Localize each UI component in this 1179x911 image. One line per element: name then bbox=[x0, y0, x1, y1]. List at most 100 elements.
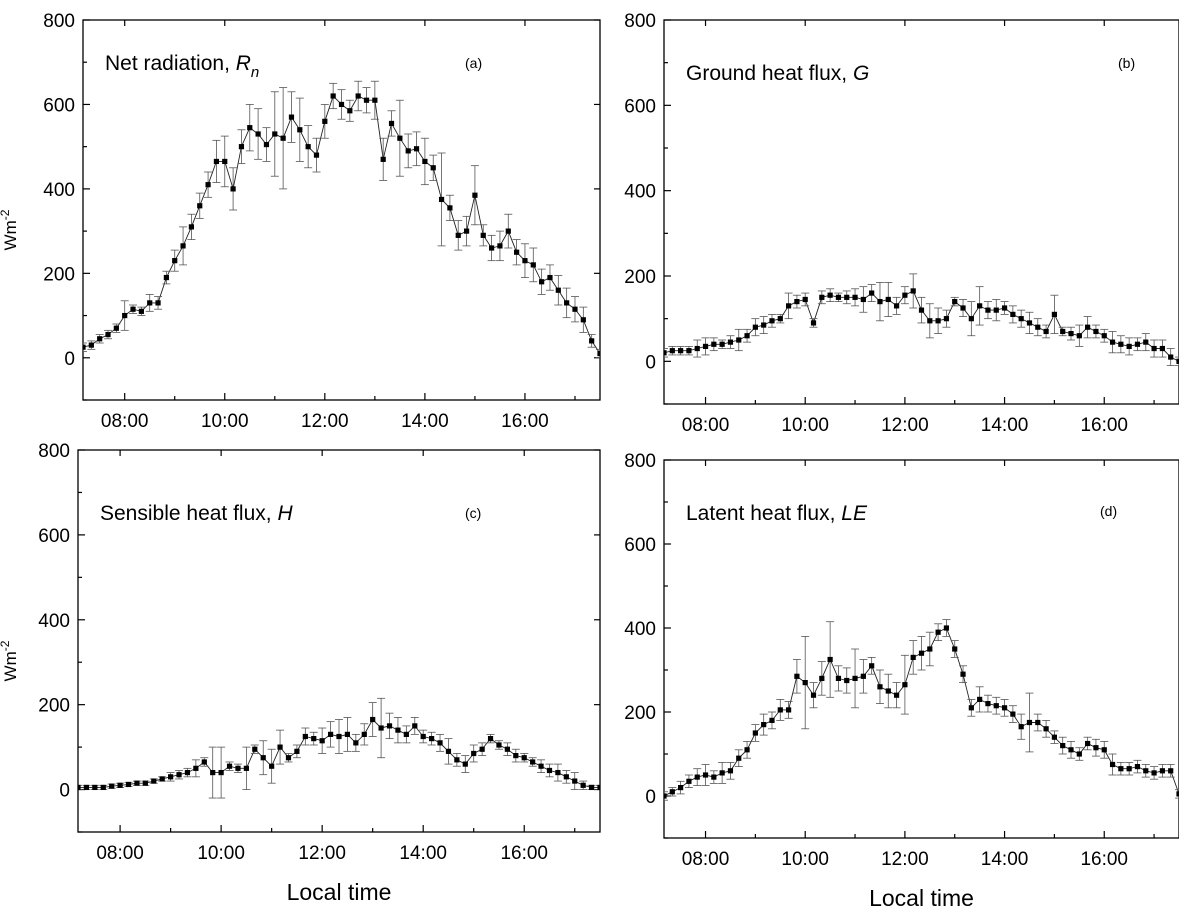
data-point bbox=[313, 152, 320, 158]
data-point bbox=[188, 224, 195, 230]
data-point bbox=[785, 303, 792, 309]
data-point bbox=[902, 682, 908, 688]
data-point bbox=[105, 331, 111, 338]
data-point bbox=[238, 144, 245, 150]
data-point bbox=[168, 774, 174, 780]
plot-area bbox=[664, 619, 1179, 801]
data-point bbox=[572, 306, 578, 312]
panel-title-text: Net radiation, bbox=[105, 52, 236, 75]
data-point bbox=[580, 782, 586, 788]
data-point bbox=[480, 232, 486, 238]
data-point bbox=[1010, 311, 1016, 317]
y-tick-label: 200 bbox=[38, 696, 70, 717]
y-tick-label: 0 bbox=[64, 349, 75, 370]
data-point bbox=[1126, 343, 1132, 349]
data-point bbox=[1176, 358, 1179, 364]
data-point bbox=[835, 294, 842, 300]
data-point bbox=[711, 774, 717, 780]
data-point bbox=[513, 753, 519, 759]
data-point bbox=[827, 656, 833, 663]
data-point bbox=[1101, 333, 1107, 339]
plot-area bbox=[78, 697, 600, 799]
data-point bbox=[694, 345, 700, 352]
panel-title: Ground heat flux, G bbox=[686, 62, 869, 85]
x-axis-label: Local time bbox=[869, 885, 974, 911]
y-tick-label: 200 bbox=[624, 703, 656, 724]
panel-b: 0 200 400 600 800 08:00 10:00 12:00 14:00 16:00 Gr… bbox=[624, 11, 1179, 436]
x-tick-label: 12:00 bbox=[881, 415, 929, 436]
data-point bbox=[113, 325, 119, 331]
data-point bbox=[1143, 339, 1149, 345]
data-point bbox=[902, 292, 908, 298]
data-point bbox=[761, 722, 767, 728]
data-point bbox=[719, 341, 725, 347]
y-tick-label: 0 bbox=[645, 352, 656, 373]
data-point bbox=[422, 158, 428, 165]
data-point bbox=[985, 307, 991, 313]
data-point bbox=[993, 703, 999, 709]
data-point bbox=[885, 296, 891, 303]
y-axis-label: Wm-2 bbox=[0, 640, 20, 681]
data-point bbox=[678, 348, 684, 354]
data-point bbox=[968, 705, 974, 711]
x-tick-label: 08:00 bbox=[96, 843, 144, 864]
data-point bbox=[218, 769, 224, 776]
data-point bbox=[122, 312, 128, 319]
x-tick-label: 08:00 bbox=[101, 411, 149, 432]
data-point bbox=[420, 733, 426, 740]
data-point bbox=[1151, 345, 1157, 352]
data-point bbox=[413, 146, 420, 152]
data-point bbox=[1176, 791, 1179, 797]
data-point bbox=[397, 135, 403, 141]
data-point bbox=[910, 654, 916, 660]
data-point bbox=[555, 769, 561, 776]
data-point bbox=[563, 774, 569, 780]
data-point bbox=[985, 701, 991, 707]
data-point bbox=[769, 318, 775, 324]
data-point bbox=[538, 763, 544, 769]
data-point bbox=[193, 765, 199, 771]
data-point bbox=[1076, 333, 1082, 339]
x-tick-label: 16:00 bbox=[501, 411, 549, 432]
data-point bbox=[388, 120, 395, 127]
x-tick-label: 10:00 bbox=[197, 843, 245, 864]
data-point bbox=[993, 307, 999, 313]
data-point bbox=[977, 303, 983, 309]
data-point bbox=[547, 274, 553, 281]
data-point bbox=[163, 274, 169, 281]
data-point bbox=[210, 769, 216, 776]
data-point bbox=[372, 97, 378, 103]
data-point bbox=[405, 148, 411, 154]
data-point bbox=[530, 262, 536, 268]
data-point bbox=[83, 344, 86, 350]
plot-frame bbox=[663, 19, 1179, 405]
data-point bbox=[1035, 719, 1041, 726]
data-point bbox=[522, 258, 528, 264]
data-point bbox=[255, 131, 261, 137]
data-point bbox=[1118, 766, 1124, 772]
data-point bbox=[455, 232, 461, 238]
data-point bbox=[138, 308, 144, 314]
data-point bbox=[1101, 747, 1107, 753]
x-axis-label: Local time bbox=[287, 879, 392, 905]
x-tick-label: 12:00 bbox=[298, 843, 346, 864]
x-tick-label: 10:00 bbox=[201, 411, 249, 432]
data-point bbox=[172, 258, 178, 264]
y-tick-label: 400 bbox=[43, 180, 75, 201]
data-point bbox=[327, 731, 334, 737]
data-point bbox=[935, 629, 941, 635]
panel-d: 0 200 400 600 800 08:00 10:00 12:00 14:00 16:00 La… bbox=[624, 451, 1179, 911]
x-tick-label: 14:00 bbox=[401, 411, 449, 432]
data-point bbox=[761, 322, 767, 328]
data-point bbox=[869, 663, 875, 669]
plot-frame bbox=[663, 459, 1179, 839]
error-bar bbox=[1175, 356, 1179, 367]
data-point bbox=[597, 350, 600, 357]
data-point bbox=[819, 675, 825, 681]
data-point bbox=[918, 650, 925, 656]
data-point bbox=[752, 730, 758, 736]
data-point bbox=[810, 320, 817, 326]
data-point bbox=[353, 740, 359, 746]
data-point bbox=[580, 317, 586, 323]
data-point bbox=[151, 778, 157, 784]
